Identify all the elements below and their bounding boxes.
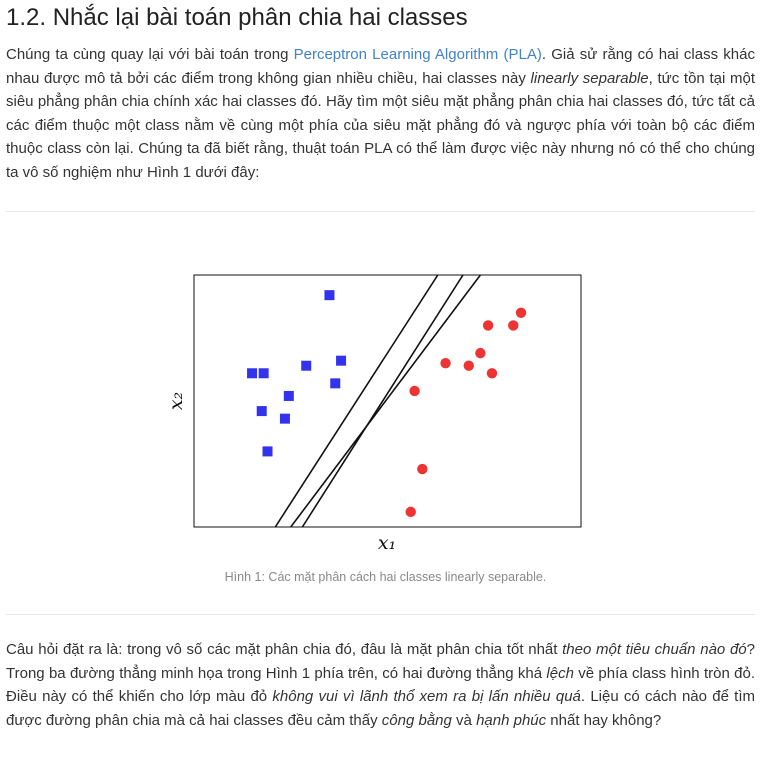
separating-line-2 <box>301 275 464 527</box>
pla-link[interactable]: Perceptron Learning Algorithm (PLA) <box>293 46 542 63</box>
blue-square-point <box>256 406 267 417</box>
blue-square-point <box>301 360 312 371</box>
text-run: nhất hay không? <box>546 711 662 729</box>
red-circle-point <box>440 358 451 369</box>
plot-frame <box>193 274 582 528</box>
blue-square-point <box>247 368 258 379</box>
divider <box>6 211 755 212</box>
blue-square-point <box>336 355 347 366</box>
text-run: ? Trong ba đường thẳng minh họa trong Hì… <box>6 641 755 682</box>
divider <box>6 614 755 615</box>
figure-1: x₁ x₂ <box>160 262 600 562</box>
blue-square-point <box>279 413 290 424</box>
emphasis: lệch <box>546 664 574 682</box>
section-title: 1.2. Nhắc lại bài toán phân chia hai cla… <box>6 4 468 31</box>
intro-paragraph: Chúng ta cùng quay lại với bài toán tron… <box>6 43 755 184</box>
emphasis: hạnh phúc <box>476 711 547 729</box>
red-circle-point <box>482 320 494 331</box>
text-run: . Giả sử rằng có hai class khác nhau đượ… <box>6 46 755 87</box>
emphasis: linearly separable <box>530 69 649 87</box>
blue-square-point <box>258 368 269 379</box>
text-run: Chúng ta cùng quay lại với bài toán tron… <box>6 46 294 63</box>
red-circle-point <box>515 307 527 318</box>
emphasis: theo một tiêu chuẩn nào đó <box>562 641 747 658</box>
blue-square-point <box>262 446 273 457</box>
scatter-chart: x₁ x₂ <box>165 274 582 554</box>
red-circle-point <box>508 320 519 331</box>
y-axis-label: x₂ <box>165 392 187 410</box>
separating-line-1 <box>274 275 439 527</box>
red-circle-point <box>486 368 498 379</box>
figure-caption: Hình 1: Các mặt phân cách hai classes li… <box>224 570 547 584</box>
red-circle-point <box>409 385 420 397</box>
blue-square-point <box>330 378 341 389</box>
text-run: , tức tồn tại một siêu phẳng phân chia c… <box>6 69 755 181</box>
red-circle-point <box>475 347 486 359</box>
x-axis-label: x₁ <box>378 532 396 554</box>
text-run: và <box>451 711 477 729</box>
text-run: về phía class hình tròn đỏ. Điều này có … <box>6 664 755 706</box>
separating-line-3 <box>290 275 482 527</box>
red-circle-point <box>463 360 474 371</box>
blue-square-point <box>283 390 294 401</box>
blue-square-point <box>324 290 335 301</box>
red-circle-point <box>417 463 428 475</box>
question-paragraph: Câu hỏi đặt ra là: trong vô số các mặt p… <box>6 638 755 732</box>
text-run: Câu hỏi đặt ra là: trong vô số các mặt p… <box>6 641 563 658</box>
red-circle-point <box>405 506 416 518</box>
emphasis: không vui vì lãnh thổ xem ra bị lấn nhiề… <box>272 688 581 705</box>
text-run: . Liệu có cách nào để tìm được đường phâ… <box>6 688 755 729</box>
emphasis: công bằng <box>381 711 452 729</box>
